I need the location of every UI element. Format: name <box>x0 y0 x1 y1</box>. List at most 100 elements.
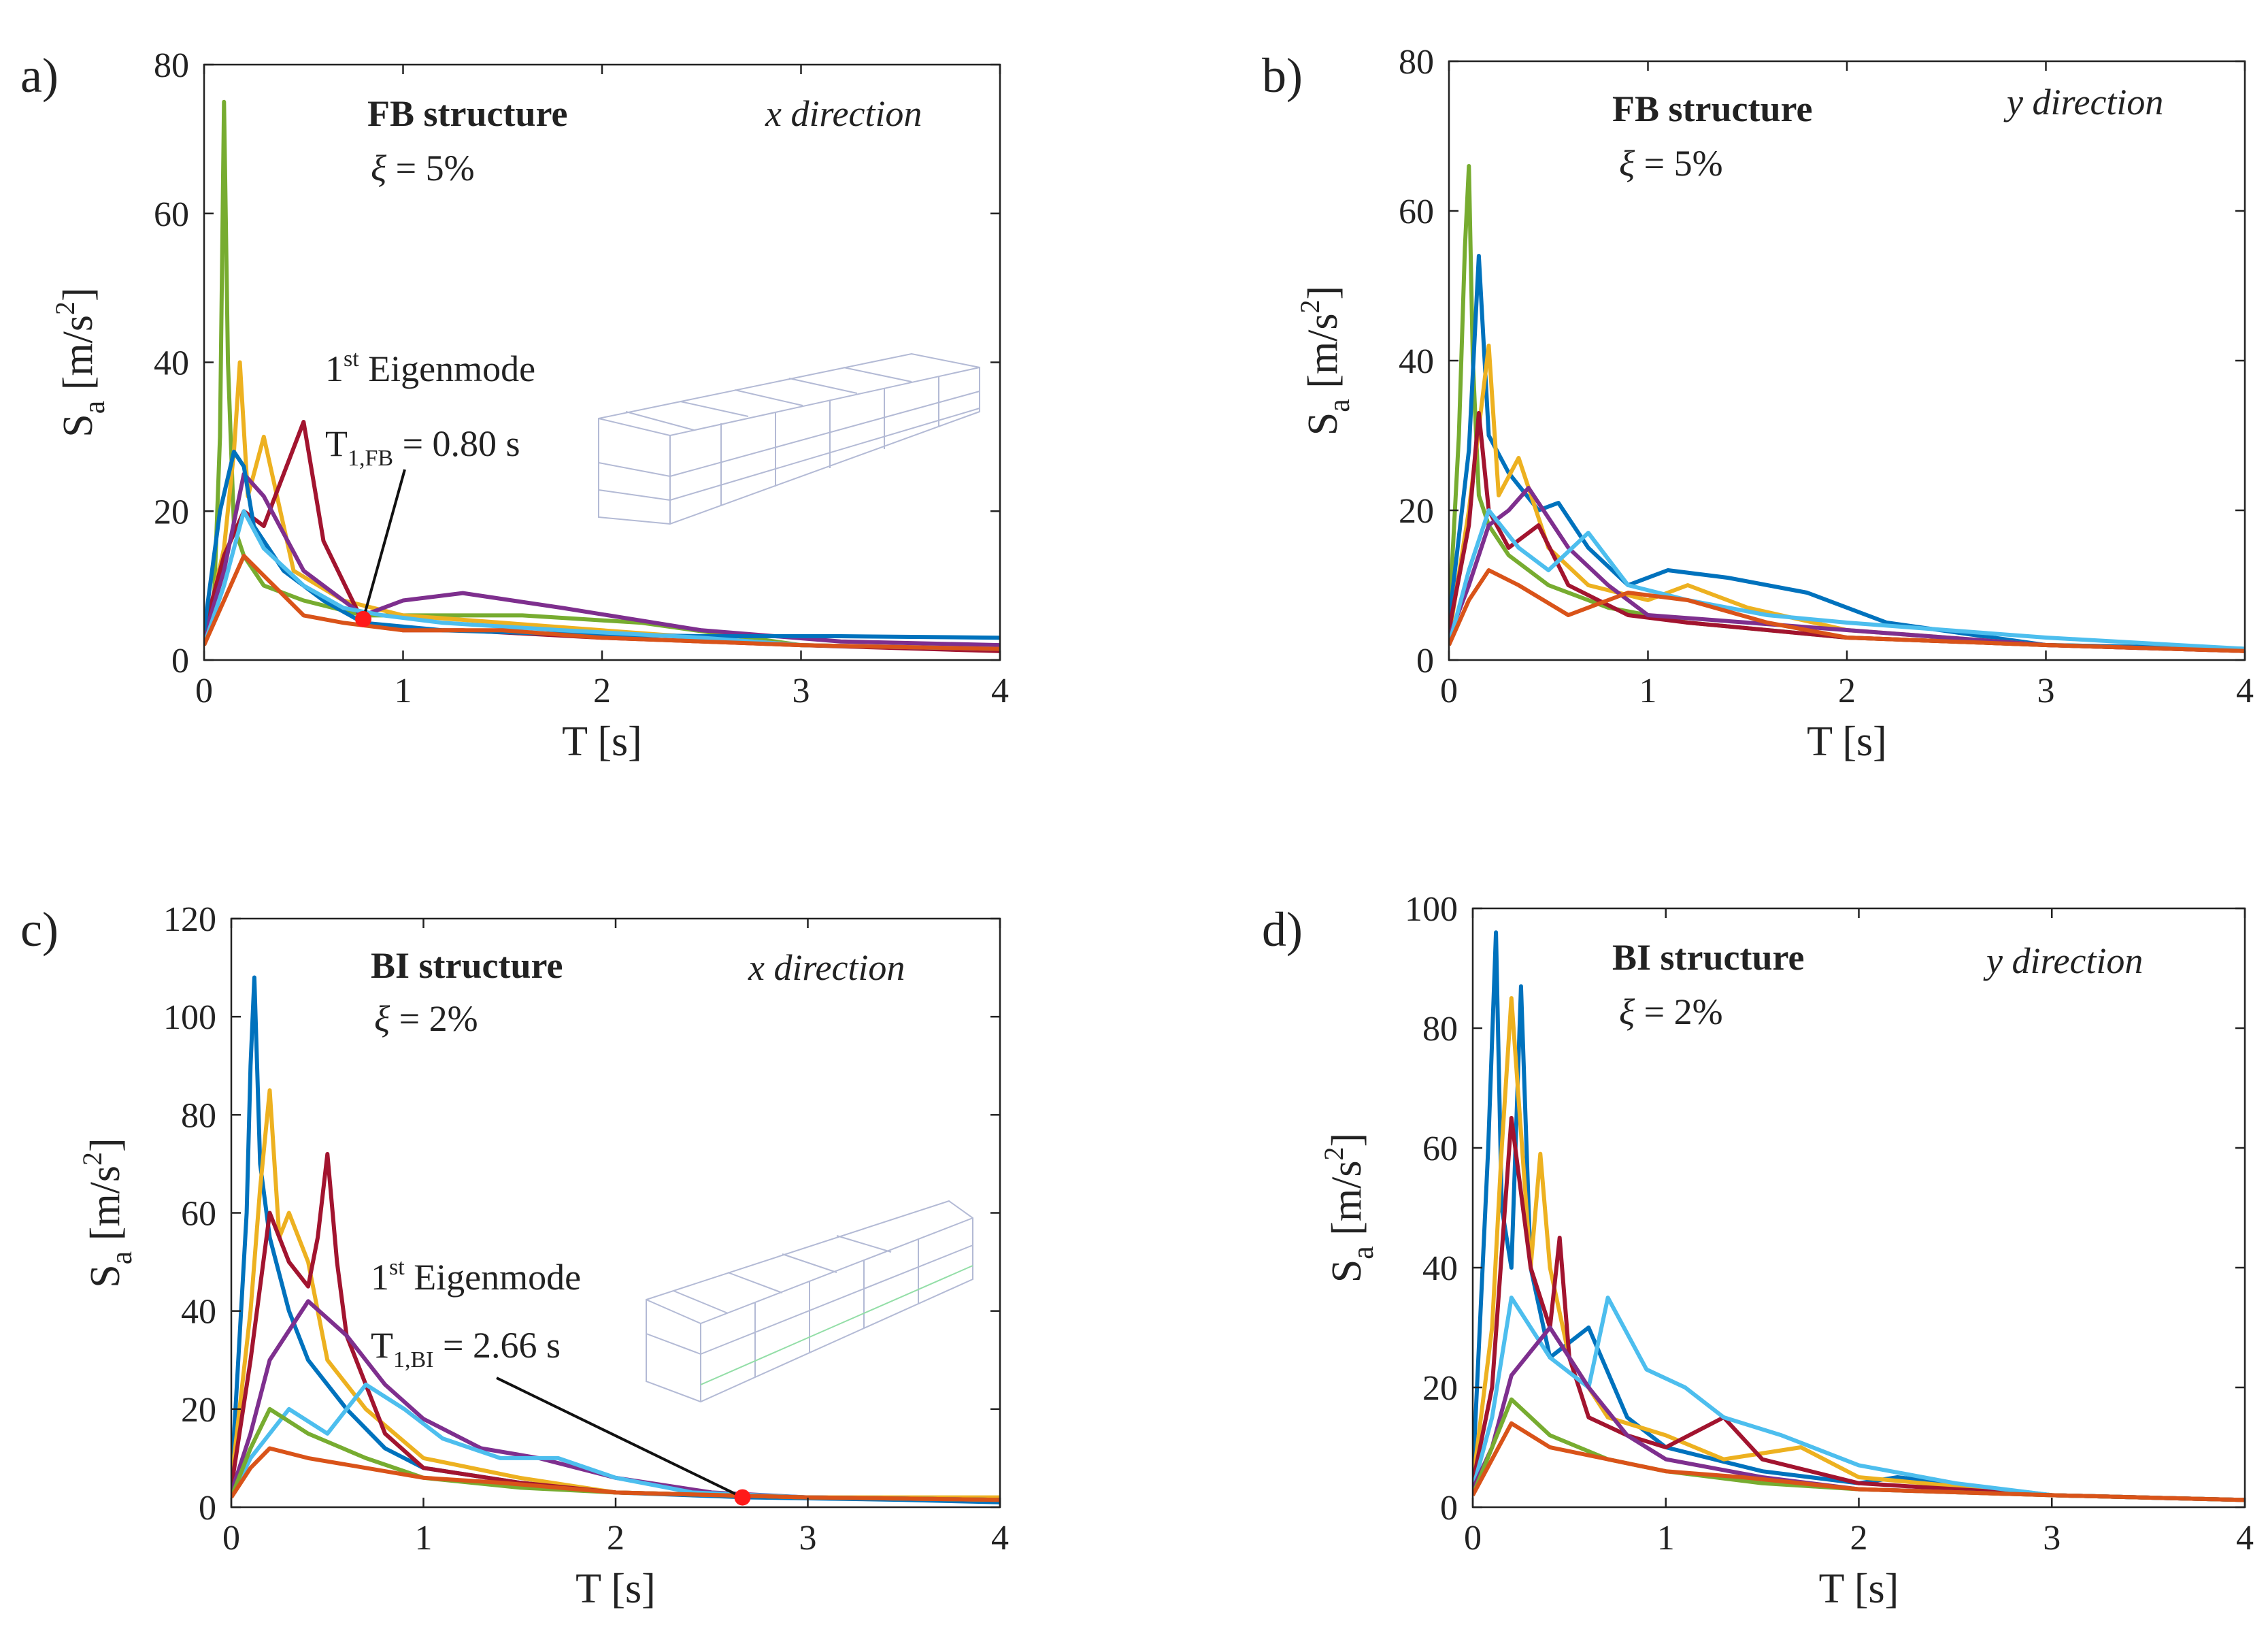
eigenmode-leader-line <box>496 1377 744 1499</box>
x-tick-label: 2 <box>1838 672 1856 710</box>
y-tick-label: 80 <box>154 46 189 85</box>
y-tick-label: 60 <box>154 195 189 234</box>
x-tick-label: 0 <box>1440 672 1458 710</box>
y-tick-label: 100 <box>163 998 216 1037</box>
y-tick-label: 40 <box>181 1293 216 1332</box>
y-tick-label: 0 <box>1440 1489 1458 1528</box>
x-axis-label: T [s] <box>562 719 642 765</box>
series-line-rec-cyan <box>1449 508 2245 651</box>
series-line-rec-blue <box>231 975 1000 1504</box>
series-line-rec-green <box>204 99 1000 651</box>
panel-b-direction: y direction <box>2003 82 2163 122</box>
x-tick-label: 4 <box>2236 672 2254 710</box>
series-line-rec-green <box>231 1406 1000 1502</box>
y-axis-label: Sa [m/s2] <box>50 287 111 437</box>
x-tick-label: 3 <box>793 672 810 710</box>
y-tick-label: 40 <box>1399 342 1434 381</box>
panel-d-texts: d) BI structure y direction ξ = 2% <box>1262 902 2143 1032</box>
series-line-rec-green <box>1449 164 2245 651</box>
panel-a-direction: x direction <box>765 93 922 134</box>
series-line-rec-orange <box>1449 568 2245 653</box>
y-tick-label: 120 <box>163 900 216 939</box>
panel-d-structure: BI structure <box>1612 937 1804 978</box>
panel-a-structure: FB structure <box>367 93 567 134</box>
y-tick-label: 0 <box>171 642 189 680</box>
x-tick-label: 1 <box>415 1519 433 1558</box>
panel-c-eigenmode-title: 1st Eigenmode <box>371 1255 581 1298</box>
series-line-rec-yellow <box>1449 344 2245 653</box>
x-tick-label: 2 <box>593 672 611 710</box>
series-line-rec-purple <box>204 472 1000 648</box>
fb-structure-wireframe <box>598 352 980 525</box>
panel-c-texts: c) BI structure x direction ξ = 2% 1st E… <box>20 902 905 1372</box>
eigenmode-marker <box>734 1489 751 1506</box>
y-tick-label: 80 <box>1422 1010 1458 1049</box>
y-tick-label: 60 <box>181 1195 216 1234</box>
y-tick-label: 0 <box>199 1489 216 1528</box>
axes-box <box>203 63 1001 661</box>
series-group <box>231 975 1000 1504</box>
y-tick-label: 40 <box>154 344 189 383</box>
y-tick-label: 0 <box>1416 642 1434 680</box>
y-tick-label: 100 <box>1405 890 1458 929</box>
axes-box <box>230 917 1001 1509</box>
y-tick-label: 20 <box>154 493 189 531</box>
x-tick-label: 4 <box>991 672 1009 710</box>
panel-c-structure: BI structure <box>371 945 563 986</box>
panel-a-damping-symbol: ξ <box>371 148 387 188</box>
series-line-rec-crimson <box>204 420 1000 653</box>
series-line-rec-cyan <box>1473 1296 2245 1502</box>
panel-b-texts: b) FB structure y direction ξ = 5% <box>1262 48 2163 184</box>
panel-label-b: b) <box>1262 48 1303 103</box>
panel-b-damping: ξ = 5% <box>1619 143 1723 184</box>
series-group <box>1449 164 2245 653</box>
x-tick-label: 0 <box>222 1519 240 1558</box>
panel-d-direction: y direction <box>1983 940 2143 981</box>
y-tick-label: 20 <box>1399 492 1434 531</box>
series-line-rec-purple <box>1449 486 2245 653</box>
panel-c-damping: ξ = 2% <box>374 998 478 1039</box>
y-axis-label: Sa [m/s2] <box>77 1138 138 1287</box>
y-tick-label: 60 <box>1422 1130 1458 1168</box>
x-tick-label: 3 <box>2037 672 2055 710</box>
panel-a-damping: ξ = 5% <box>371 148 475 188</box>
series-line-rec-crimson <box>1473 1116 2245 1502</box>
x-tick-label: 1 <box>1639 672 1657 710</box>
panel-a-eigenmode-title: 1st Eigenmode <box>325 346 535 389</box>
series-line-rec-yellow <box>1473 996 2245 1502</box>
series-line-rec-orange <box>1473 1421 2245 1502</box>
series-line-rec-cyan <box>231 1382 1000 1502</box>
panel-label-d: d) <box>1262 902 1303 957</box>
x-tick-label: 2 <box>607 1519 624 1558</box>
panel-b-structure: FB structure <box>1612 88 1812 129</box>
x-tick-label: 3 <box>799 1519 817 1558</box>
eigenmode-leader-line <box>362 469 406 620</box>
panel-label-c: c) <box>20 902 59 957</box>
panel-a-damping-value: = 5% <box>386 148 474 188</box>
x-tick-label: 4 <box>991 1519 1009 1558</box>
y-tick-label: 40 <box>1422 1249 1458 1288</box>
y-tick-label: 80 <box>1399 43 1434 82</box>
y-tick-label: 20 <box>181 1391 216 1430</box>
x-axis-label: T [s] <box>1819 1566 1899 1612</box>
y-tick-label: 20 <box>1422 1369 1458 1408</box>
y-axis-label: Sa [m/s2] <box>1318 1133 1380 1283</box>
x-tick-label: 0 <box>195 672 213 710</box>
axes-box <box>1448 60 2246 661</box>
eigenmode-marker <box>355 610 371 627</box>
series-group <box>204 99 1000 653</box>
panel-a-texts: a) FB structure x direction ξ = 5% 1st E… <box>20 48 922 471</box>
panel-a-eigenmode-period: T1,FB = 0.80 s <box>325 423 520 471</box>
panel-label-a: a) <box>20 48 59 103</box>
x-tick-label: 1 <box>1657 1519 1675 1558</box>
y-tick-label: 80 <box>181 1096 216 1135</box>
y-tick-label: 60 <box>1399 193 1434 231</box>
bi-structure-wireframe <box>646 1200 973 1403</box>
x-tick-label: 3 <box>2043 1519 2061 1558</box>
